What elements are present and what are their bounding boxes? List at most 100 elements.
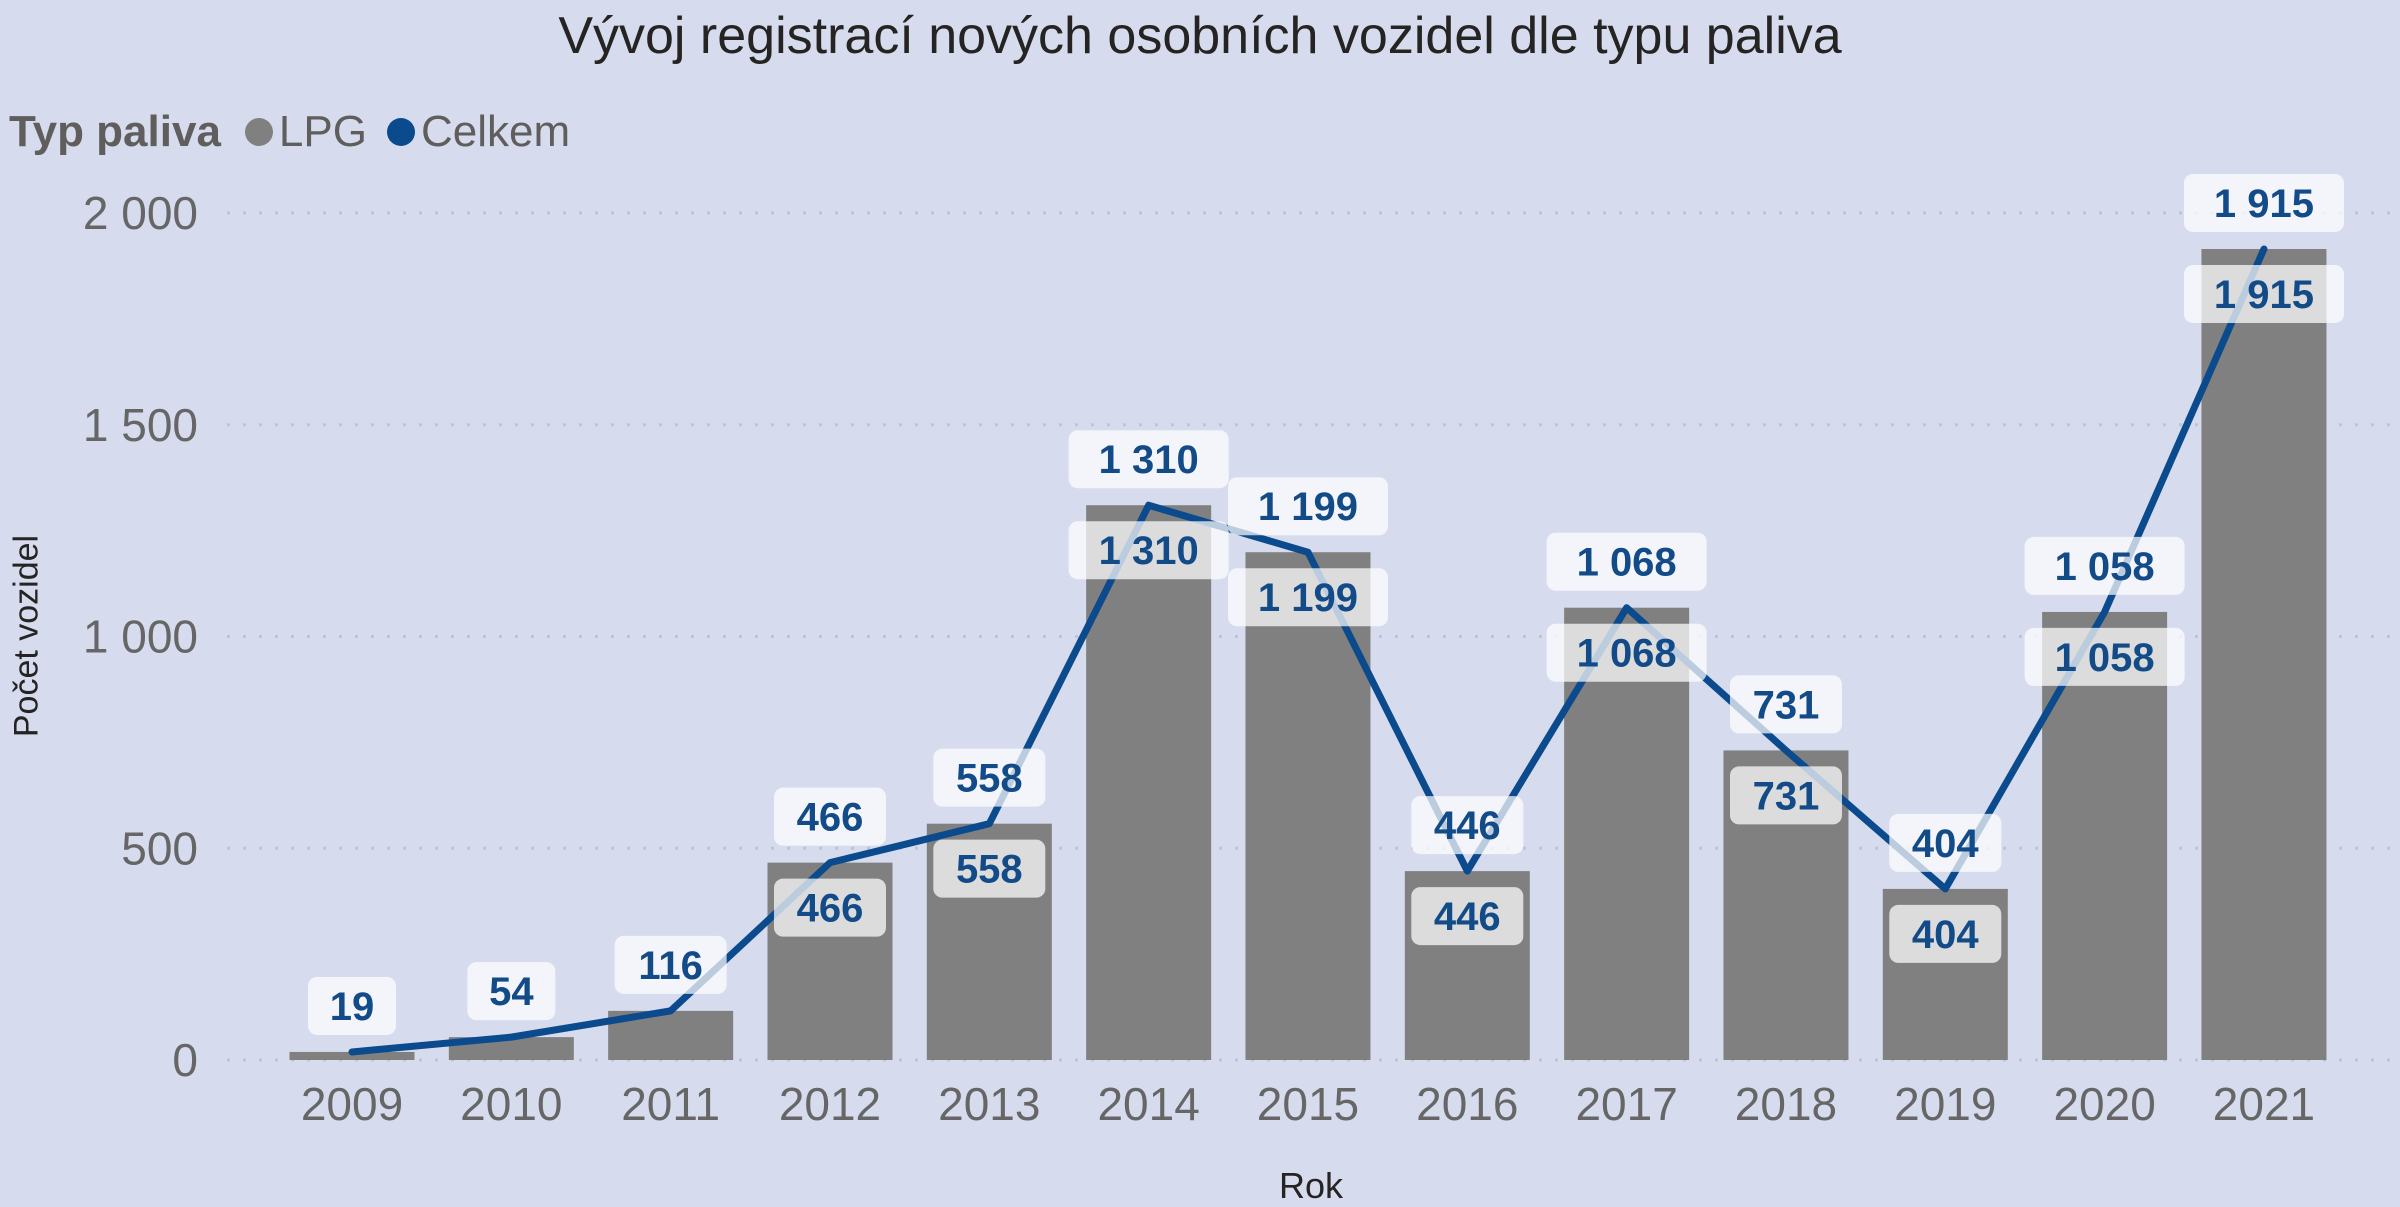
x-tick-label: 2010 [460, 1078, 562, 1130]
label-box [1411, 796, 1524, 855]
legend-label: LPG [278, 107, 367, 156]
line-data-label: 446 [1411, 796, 1524, 855]
y-tick-label: 1 500 [83, 399, 198, 451]
x-tick-label: 2019 [1894, 1078, 1996, 1130]
line-series-celkem [348, 245, 2268, 1056]
bar-data-label: 1 058 [2024, 627, 2185, 686]
legend-dot-icon [386, 118, 415, 146]
label-box [2024, 536, 2185, 595]
label-text: 1 058 [2055, 636, 2155, 680]
label-text: 1 068 [1577, 541, 1677, 585]
x-tick-label: 2012 [779, 1078, 881, 1130]
bar-2015[interactable] [1245, 552, 1371, 1060]
label-text: 446 [1434, 804, 1501, 848]
label-text: 19 [330, 985, 375, 1029]
x-tick-label: 2018 [1735, 1078, 1837, 1130]
label-box [2183, 264, 2344, 323]
label-box [1889, 904, 2002, 963]
x-tick-label: 2020 [2053, 1078, 2155, 1130]
y-tick-label: 500 [121, 822, 198, 874]
label-box [2024, 627, 2185, 686]
label-text: 558 [956, 848, 1023, 892]
label-text: 1 310 [1099, 438, 1199, 482]
bar-data-label: 1 915 [2183, 264, 2344, 323]
label-text: 1 915 [2214, 273, 2314, 317]
label-text: 466 [797, 887, 864, 931]
bar-data-label: 558 [933, 839, 1046, 898]
label-box [1729, 766, 1842, 825]
label-box [614, 935, 727, 994]
label-box [1546, 623, 1707, 682]
x-tick-label: 2017 [1575, 1078, 1677, 1130]
line-data-label: 558 [933, 748, 1046, 807]
line-data-label: 731 [1729, 675, 1842, 734]
label-text: 1 199 [1258, 485, 1358, 529]
label-box [1889, 813, 2002, 872]
bar-2014[interactable] [1086, 505, 1212, 1061]
label-box [2183, 173, 2344, 232]
line-data-label: 1 915 [2183, 173, 2344, 232]
label-box [933, 748, 1046, 807]
label-text: 1 068 [1577, 632, 1677, 676]
line-data-label: 116 [614, 935, 727, 994]
bar-data-label: 404 [1889, 904, 2002, 963]
label-text: 731 [1753, 774, 1820, 818]
label-box [773, 878, 886, 937]
x-tick-label: 2016 [1416, 1078, 1518, 1130]
legend-dot-icon [244, 118, 273, 146]
line-path[interactable] [348, 245, 2268, 1056]
label-text: 404 [1912, 822, 1979, 866]
label-text: 1 199 [1258, 576, 1358, 620]
label-box [1729, 675, 1842, 734]
bar-data-label: 1 199 [1227, 568, 1388, 627]
y-tick-label: 1 000 [83, 611, 198, 663]
bar-data-label: 731 [1729, 766, 1842, 825]
legend-label: Celkem [420, 107, 571, 156]
label-box [933, 839, 1046, 898]
line-data-label: 1 199 [1227, 477, 1388, 536]
bar-series-lpg [289, 248, 2327, 1061]
label-box [1411, 887, 1524, 946]
y-axis-ticks: 0 500 1 000 1 500 2 000 [83, 187, 198, 1086]
bar-2021[interactable] [2201, 248, 2327, 1060]
label-text: 558 [956, 757, 1023, 801]
line-data-label: 1 310 [1068, 430, 1229, 489]
label-box [1068, 430, 1229, 489]
bar-data-label: 1 310 [1068, 521, 1229, 580]
label-text: 54 [489, 970, 534, 1014]
line-data-label: 404 [1889, 813, 2002, 872]
label-box [1227, 568, 1388, 627]
label-text: 1 915 [2214, 182, 2314, 226]
bar-data-label: 446 [1411, 887, 1524, 946]
label-text: 731 [1753, 683, 1820, 727]
x-axis-title: Rok [1278, 1165, 1344, 1206]
line-data-label: 54 [467, 962, 556, 1021]
x-tick-label: 2013 [938, 1078, 1040, 1130]
label-text: 466 [797, 796, 864, 840]
legend: Typ paliva LPG Celkem [9, 107, 590, 157]
label-box [308, 976, 396, 1035]
label-box [467, 962, 556, 1021]
x-tick-label: 2014 [1097, 1078, 1199, 1130]
label-box [773, 787, 886, 846]
line-data-label: 1 058 [2024, 536, 2185, 595]
bar-2009[interactable] [289, 1051, 415, 1060]
legend-item-celkem[interactable]: Celkem [386, 107, 571, 157]
y-tick-label: 0 [172, 1034, 198, 1086]
legend-item-lpg[interactable]: LPG [244, 107, 367, 157]
label-text: 446 [1434, 895, 1501, 939]
x-tick-label: 2021 [2213, 1078, 2315, 1130]
bar-data-label: 1 068 [1546, 623, 1707, 682]
x-tick-label: 2009 [301, 1078, 403, 1130]
label-text: 404 [1912, 913, 1979, 957]
x-tick-label: 2011 [621, 1078, 720, 1130]
x-tick-label: 2015 [1257, 1078, 1359, 1130]
line-data-label: 19 [308, 976, 396, 1035]
chart-title: Vývoj registrací nových osobních vozidel… [558, 7, 1842, 65]
label-box [1546, 532, 1707, 591]
label-box [1227, 477, 1388, 536]
label-box [1068, 521, 1229, 580]
label-text: 1 310 [1099, 529, 1199, 573]
line-data-label: 466 [773, 787, 886, 846]
